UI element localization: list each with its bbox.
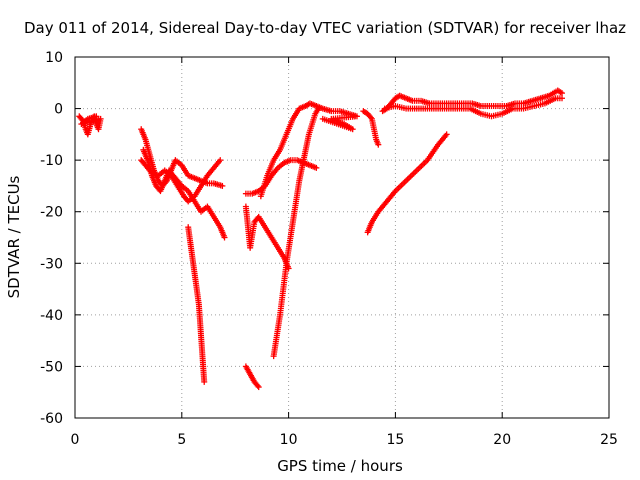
series-markers (185, 224, 208, 385)
series-markers (242, 363, 262, 391)
series-markers (270, 105, 322, 360)
plot-frame (74, 56, 610, 419)
series-markers (76, 113, 104, 138)
series-markers (381, 95, 566, 120)
series-markers (257, 100, 360, 200)
y-tick-label: 0 (54, 102, 63, 118)
series-markers (242, 157, 320, 197)
y-tick-label: -60 (40, 411, 63, 427)
series-markers (360, 108, 382, 148)
axis-ticks: 0 5 10 15 20 25 10 0 -10 -20 -30 -40 -50 -60 (40, 50, 618, 448)
data-marks (76, 87, 566, 391)
y-tick-label: 10 (45, 50, 63, 66)
y-tick-label: -50 (40, 359, 63, 375)
x-axis-label: GPS time / hours (277, 457, 403, 475)
y-tick-label: -20 (40, 205, 63, 221)
series-markers (140, 146, 228, 241)
x-tick-label: 25 (600, 432, 618, 448)
x-tick-label: 5 (177, 432, 186, 448)
y-tick-label: -10 (40, 153, 63, 169)
y-tick-label: -30 (40, 256, 63, 272)
x-tick-label: 20 (493, 432, 511, 448)
chart-title: Day 011 of 2014, Sidereal Day-to-day VTE… (24, 19, 626, 37)
series-markers (364, 131, 450, 236)
series-markers (242, 203, 292, 272)
x-tick-label: 10 (280, 432, 298, 448)
y-tick-label: -40 (40, 308, 63, 324)
y-axis-label: SDTVAR / TECUs (5, 175, 23, 298)
series-markers (379, 87, 566, 115)
x-tick-label: 15 (386, 432, 404, 448)
x-tick-label: 0 (71, 432, 80, 448)
